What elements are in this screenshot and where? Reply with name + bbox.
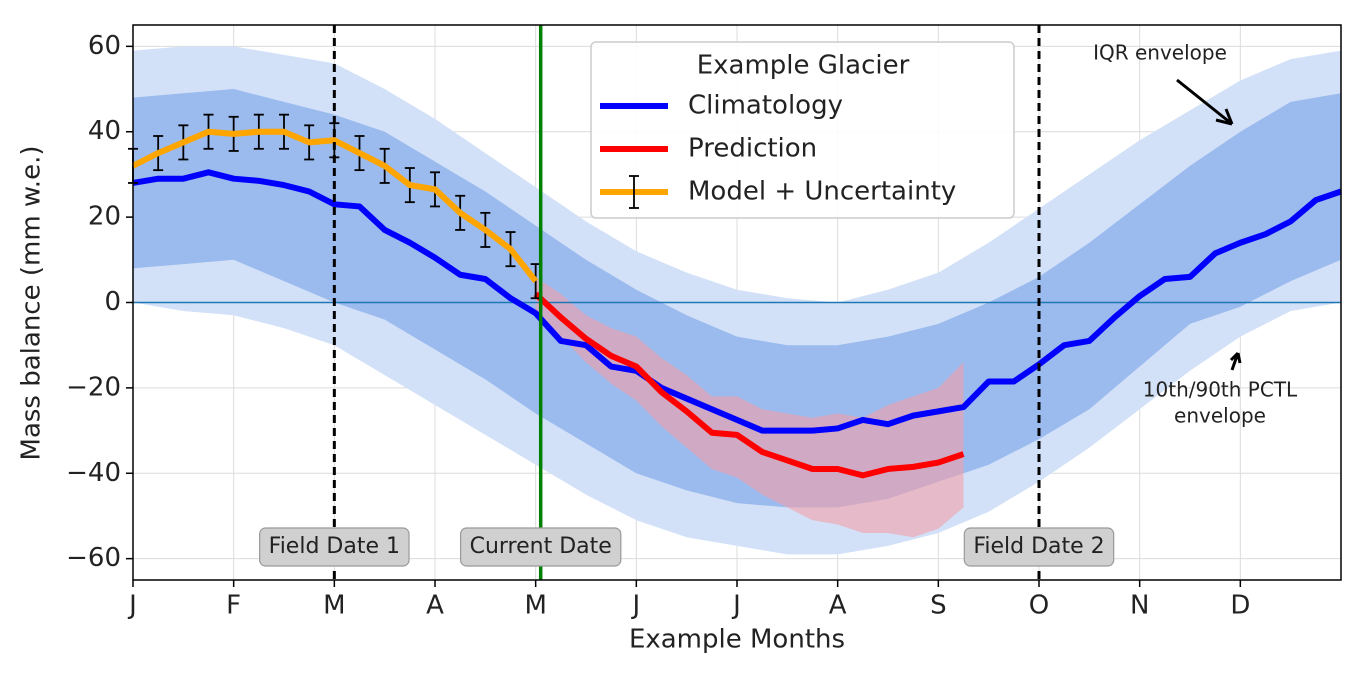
series-line (132, 169, 1342, 434)
date-label-box (259, 527, 410, 567)
y-tick-label: 20 (88, 202, 121, 232)
x-tick-label: J (630, 591, 640, 621)
y-tick-label: −20 (66, 372, 121, 402)
legend-label: Climatology (688, 91, 843, 121)
annotation-arrow (1229, 351, 1242, 371)
series-line (533, 291, 965, 479)
legend-label: Model + Uncertainty (688, 177, 956, 207)
y-tick-label: 60 (88, 31, 121, 61)
x-tick-label: S (930, 591, 947, 621)
y-tick-label: −40 (66, 458, 121, 488)
x-tick-label: N (1130, 591, 1149, 621)
x-tick-label: J (127, 591, 137, 621)
legend-title: Example Glacier (697, 51, 910, 81)
annotation-arrow (1176, 78, 1234, 126)
annotation: IQR envelope (1093, 41, 1227, 65)
x-tick-label: O (1029, 591, 1049, 621)
series-line (131, 128, 539, 284)
x-tick-label: A (426, 591, 444, 621)
date-label-box (963, 527, 1115, 567)
x-tick-label: D (1230, 591, 1250, 621)
x-tick-label: F (226, 591, 241, 621)
date-label: Field Date 1 (269, 534, 400, 559)
x-tick-label: A (829, 591, 847, 621)
y-tick-label: 40 (88, 116, 121, 146)
annotation: 10th/90th PCTL (1143, 378, 1298, 402)
plot-frame (132, 24, 1342, 581)
date-label: Field Date 2 (973, 534, 1104, 559)
date-label-box (459, 527, 622, 567)
y-tick-label: 0 (104, 287, 121, 317)
y-axis-label: Mass balance (mm w.e.) (17, 146, 47, 461)
x-axis-label: Example Months (629, 625, 845, 655)
annotation: envelope (1174, 404, 1266, 428)
x-tick-label: M (323, 591, 345, 621)
date-label: Current Date (470, 534, 612, 559)
x-tick-label: J (731, 591, 741, 621)
y-tick-label: −60 (66, 543, 121, 573)
legend-label: Prediction (688, 134, 817, 164)
legend-box (590, 41, 1015, 219)
x-tick-label: M (524, 591, 546, 621)
